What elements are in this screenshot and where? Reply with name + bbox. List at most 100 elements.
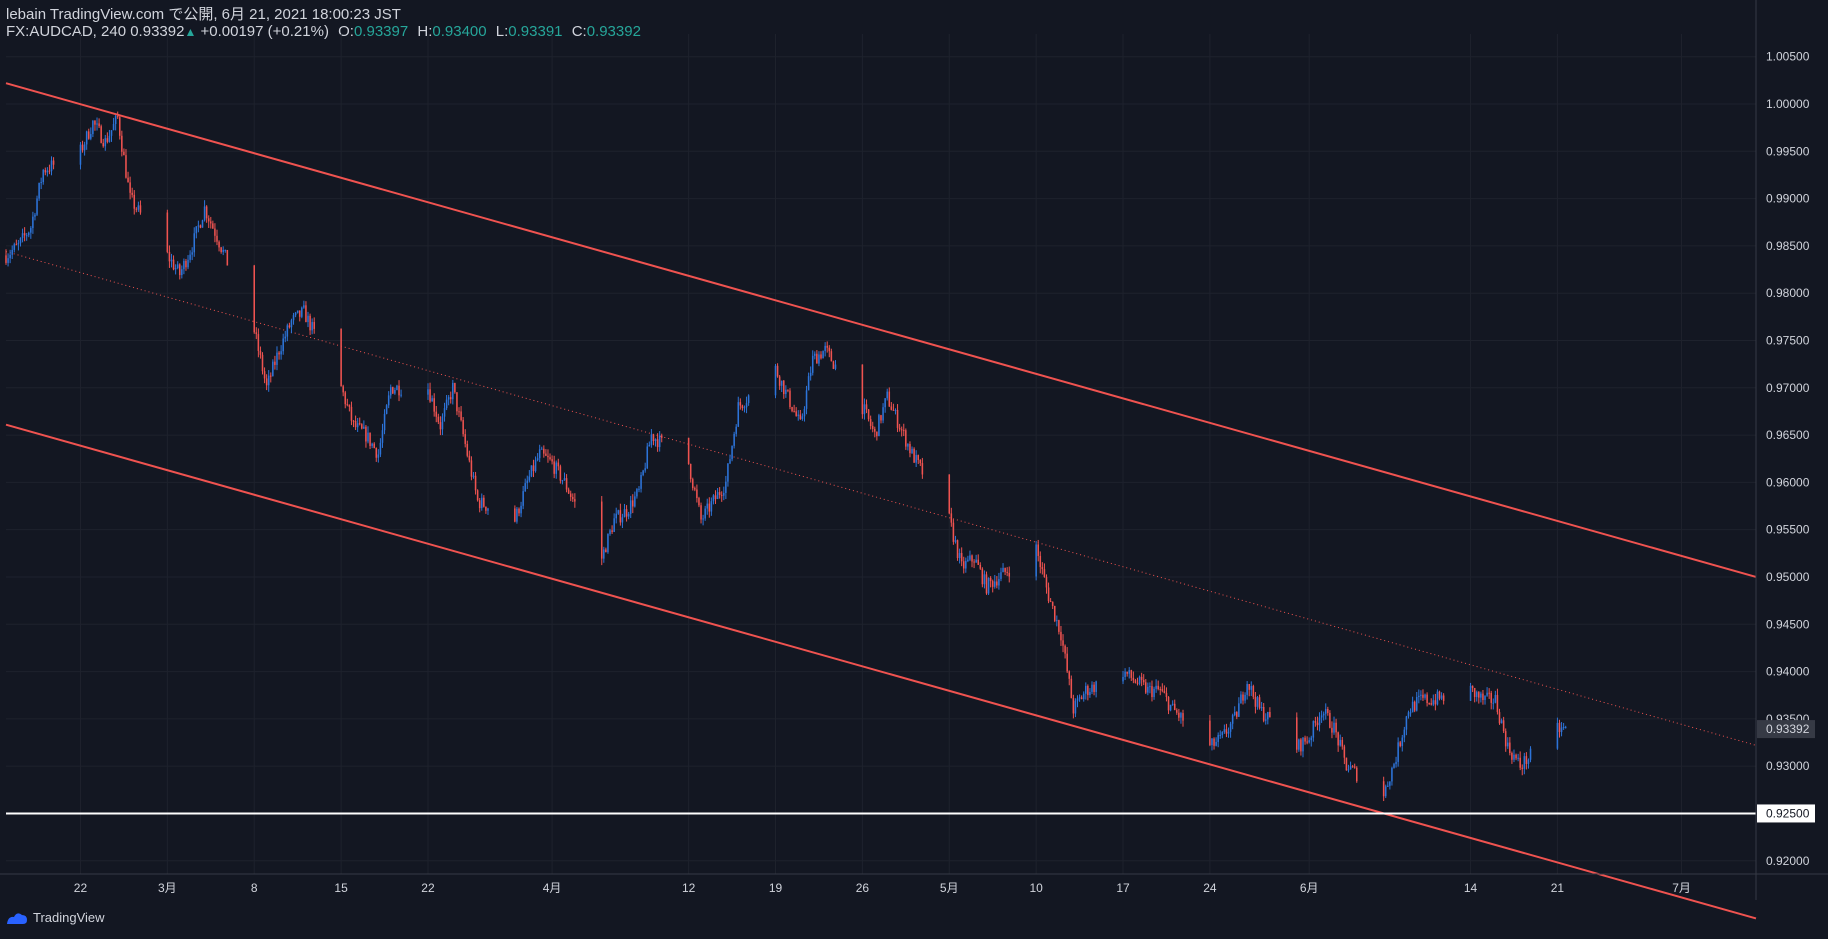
candle-body xyxy=(1000,572,1002,579)
candle xyxy=(900,426,903,437)
candle-body xyxy=(607,533,609,553)
candle-body xyxy=(1087,685,1089,696)
candle xyxy=(863,398,866,420)
candle xyxy=(1240,691,1242,704)
candle xyxy=(1260,701,1263,711)
candle-body xyxy=(874,428,876,432)
channel-upper-line[interactable] xyxy=(5,82,1757,578)
candle-body xyxy=(435,411,438,417)
candle xyxy=(648,441,651,447)
candle-body xyxy=(524,483,526,492)
candle xyxy=(189,250,191,263)
candle xyxy=(638,486,640,493)
candle-body xyxy=(909,443,911,454)
candle-body xyxy=(969,555,971,560)
candle xyxy=(627,511,630,520)
candle-body xyxy=(723,492,725,496)
candle-body xyxy=(129,182,131,193)
candle xyxy=(1236,711,1238,720)
candle xyxy=(1130,669,1133,681)
candle-body xyxy=(799,414,802,419)
candle-body xyxy=(195,226,198,234)
candle-body xyxy=(791,407,793,412)
candle xyxy=(429,382,431,403)
candle-body xyxy=(1058,620,1060,632)
candle xyxy=(1513,749,1515,763)
candle xyxy=(962,556,965,574)
price-axis[interactable]: 1.00500 1.00000 0.99500 0.99000 0.98500 0.980… xyxy=(1757,50,1815,868)
candle-body xyxy=(445,399,448,409)
symbol-label[interactable]: FX:AUDCAD, 240 xyxy=(6,23,127,40)
candle-body xyxy=(460,411,462,421)
candle xyxy=(1068,670,1071,686)
candle-body xyxy=(1051,601,1054,607)
candle-body xyxy=(956,540,959,559)
candle xyxy=(398,380,400,402)
candle-body xyxy=(1066,653,1068,672)
candle-body xyxy=(834,364,837,369)
candle-body xyxy=(301,307,303,317)
candle xyxy=(27,231,30,238)
candle-body xyxy=(687,437,690,464)
candle-body xyxy=(880,415,882,421)
candle-body xyxy=(369,432,371,446)
y-tick-label: 1.00000 xyxy=(1766,97,1810,111)
candle-body xyxy=(166,212,169,252)
candle-body xyxy=(1049,601,1052,603)
candle-body xyxy=(303,305,305,308)
y-tick-label: 0.96000 xyxy=(1766,475,1810,489)
candle xyxy=(1322,711,1325,721)
candle-body xyxy=(987,577,990,594)
candle-body xyxy=(1072,698,1075,714)
support-price-marker xyxy=(1757,804,1815,823)
candle xyxy=(176,261,179,270)
support-axis-label: 0.92500 xyxy=(1766,806,1810,820)
channel-lower-line[interactable] xyxy=(5,423,1757,920)
candle-body xyxy=(1519,757,1521,768)
candle-body xyxy=(814,353,816,356)
candle-body xyxy=(267,375,270,386)
candle xyxy=(967,555,969,563)
candle-body xyxy=(636,489,638,497)
candle xyxy=(1422,689,1424,701)
candle xyxy=(958,548,961,564)
candle-body xyxy=(1056,620,1058,622)
candle-body xyxy=(110,130,113,136)
candle-body xyxy=(789,390,791,408)
drawing-layer[interactable] xyxy=(5,82,1757,920)
candle-body xyxy=(1132,677,1135,681)
candle-body xyxy=(1233,712,1236,716)
y-tick-label: 0.97500 xyxy=(1766,333,1810,347)
candle xyxy=(474,471,477,495)
candle-body xyxy=(210,221,212,224)
candle-body xyxy=(127,177,129,183)
candle xyxy=(572,493,574,502)
time-axis[interactable]: 22 3月 8 15 22 4月 12 19 26 5月 10 17 24 6月 14 21 7月 xyxy=(74,881,1691,895)
candle-body xyxy=(780,380,783,386)
candle xyxy=(288,322,291,329)
candle-body xyxy=(993,581,996,587)
candle xyxy=(373,442,375,449)
candle xyxy=(427,383,429,400)
candle xyxy=(636,488,638,499)
up-arrow-icon: ▲ xyxy=(184,25,197,39)
candle xyxy=(1494,690,1497,704)
candle-body xyxy=(1082,693,1085,700)
candle xyxy=(25,232,28,241)
footer-brand[interactable]: TradingView xyxy=(6,910,105,925)
candle-body xyxy=(702,518,704,520)
candle xyxy=(468,450,471,463)
candle xyxy=(536,453,539,462)
candle-body xyxy=(1316,722,1319,726)
candle-body xyxy=(1250,686,1253,690)
candle xyxy=(269,372,272,383)
candle xyxy=(1318,712,1321,732)
candle xyxy=(1498,708,1501,725)
candle xyxy=(1509,737,1511,756)
candle-body xyxy=(913,448,915,463)
candle-body xyxy=(373,443,375,448)
candle xyxy=(356,417,359,433)
candle xyxy=(526,475,529,490)
candle xyxy=(92,119,94,138)
